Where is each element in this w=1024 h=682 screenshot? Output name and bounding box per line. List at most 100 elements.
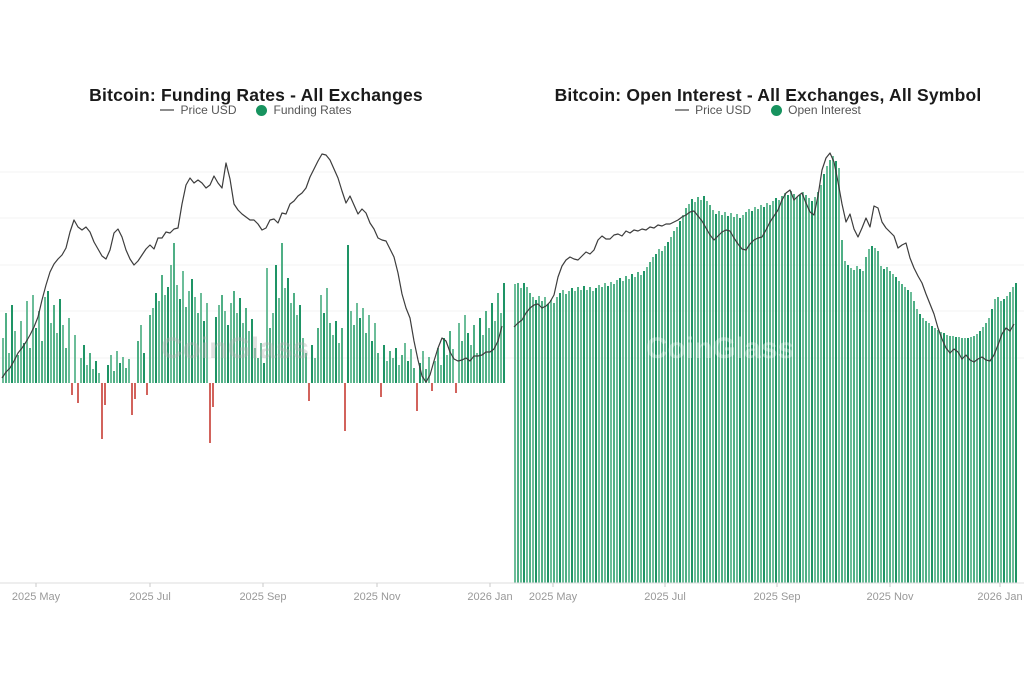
bar [365,333,367,383]
bar [658,249,660,583]
bar [197,313,199,383]
bar [676,227,678,583]
bar [781,196,783,583]
bar [964,338,966,583]
bar [697,197,699,583]
bar [44,297,46,383]
bar [877,251,879,583]
bar [284,288,286,383]
bar [529,293,531,583]
bar [362,308,364,383]
legend-item-funding-rates[interactable]: Funding Rates [256,103,352,117]
bar [83,345,85,383]
bar [520,288,522,583]
bar [583,286,585,583]
bar [670,237,672,583]
bar [107,365,109,383]
bar [730,213,732,583]
bar [8,353,10,383]
bar [892,274,894,583]
bar [868,249,870,583]
bar [709,205,711,583]
bar [667,242,669,583]
bar [116,351,118,383]
bar [550,300,552,583]
bar-negative [134,383,136,399]
bar [230,303,232,383]
bar [203,321,205,383]
bar [802,192,804,583]
funding-chart-title: Bitcoin: Funding Rates - All Exchanges [89,84,423,105]
bar [943,333,945,583]
bar [622,281,624,583]
bar [347,245,349,383]
bar [940,332,942,583]
bar [191,279,193,383]
bar [35,328,37,383]
x-axis-label: 2025 Sep [239,591,286,603]
bar [754,207,756,583]
bar [955,337,957,583]
bar [901,284,903,583]
bar [413,368,415,383]
bar [535,300,537,583]
bar [727,216,729,583]
funding-rates-plot-area[interactable]: CoinGlass 2025 May 2025 Jul 2025 Sep 2025 No… [0,0,512,682]
bar [74,335,76,383]
bar [604,283,606,583]
bar [188,291,190,383]
bar [778,200,780,583]
bar-negative [416,383,418,411]
bar [65,348,67,383]
bar [233,291,235,383]
bar [961,338,963,583]
bar [619,278,621,583]
bar [386,361,388,383]
bar [655,254,657,583]
bar [757,209,759,583]
bar [898,281,900,583]
bar [467,333,469,383]
bar [17,355,19,383]
bar [1012,287,1014,583]
bar [122,357,124,383]
legend-item-price-usd[interactable]: Price USD [675,103,751,117]
bar [293,293,295,383]
bar [125,368,127,383]
bar [299,305,301,383]
bar [41,341,43,383]
bar-negative [71,383,73,395]
bar [589,287,591,583]
bar [853,270,855,583]
bar [742,215,744,583]
bar [910,292,912,583]
bar [736,214,738,583]
bar [296,315,298,383]
bar [949,336,951,583]
bar [176,285,178,383]
bar [140,325,142,383]
bar [1000,301,1002,583]
bar [458,323,460,383]
bar [979,331,981,583]
bar [404,343,406,383]
bar [628,279,630,583]
bar [287,278,289,383]
bar [11,305,13,383]
bar [86,365,88,383]
bar [817,192,819,583]
bar [934,328,936,583]
bar [607,286,609,583]
bar [224,311,226,383]
bar [856,266,858,583]
legend-item-open-interest[interactable]: Open Interest [771,103,861,117]
bar [1003,299,1005,583]
bar [437,348,439,383]
bar-negative [308,383,310,401]
legend-item-price-usd[interactable]: Price USD [160,103,236,117]
open-interest-plot-area[interactable]: CoinGlass 2025 May 2025 Jul 2025 Sep 2025 No… [512,0,1024,682]
bar [679,221,681,583]
bar [260,343,262,383]
bar [335,321,337,383]
watermark: CoinGlass [161,332,309,365]
